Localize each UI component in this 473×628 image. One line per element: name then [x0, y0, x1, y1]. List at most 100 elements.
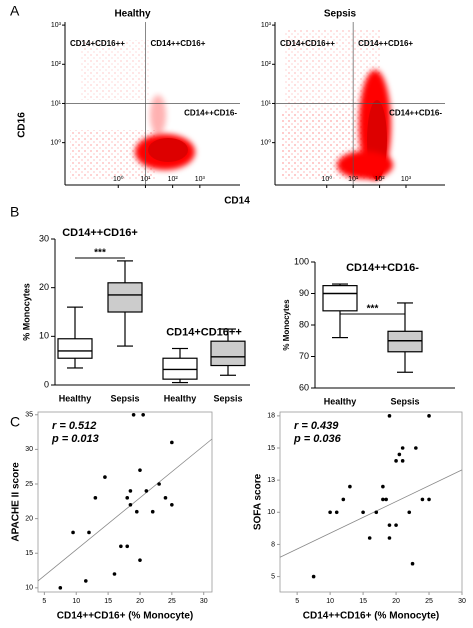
- point: [71, 530, 75, 535]
- statistic: r = 0.512: [52, 420, 96, 432]
- y-tick-label: 35: [25, 412, 33, 419]
- x-tick-label: Healthy: [59, 393, 92, 403]
- y-axis-label: % Monocytes: [21, 283, 31, 341]
- point: [407, 510, 412, 515]
- point: [87, 530, 91, 535]
- group-title: CD14+CD16++: [166, 326, 242, 338]
- y-tick-label: 18: [267, 413, 275, 420]
- point: [138, 468, 142, 472]
- point: [128, 502, 133, 507]
- y-tick-label: 10: [39, 331, 49, 341]
- y-tick-label: 60: [299, 382, 309, 392]
- point: [134, 509, 139, 514]
- group-title: CD14++CD16+: [62, 227, 138, 239]
- y-tick-label: 15: [25, 550, 33, 557]
- box: [162, 357, 198, 380]
- x-tick-label: 20: [392, 598, 400, 605]
- x-tick-label: 25: [168, 598, 176, 605]
- x-tick-label: 25: [425, 598, 433, 605]
- point: [328, 510, 332, 515]
- x-tick-label: 30: [200, 598, 208, 605]
- flow-density-healthy: [70, 40, 195, 180]
- point: [361, 510, 365, 515]
- y-tick-label: 10: [25, 585, 33, 592]
- point: [381, 484, 385, 489]
- group-title: CD14++CD16-: [346, 262, 419, 274]
- y-axis-label: CD16: [17, 112, 28, 138]
- quadrant-label: CD14++CD16+: [358, 39, 413, 48]
- y-axis-label: APACHE II score: [11, 462, 22, 542]
- x-tick-label: 10⁰: [321, 175, 332, 183]
- point: [427, 414, 431, 418]
- quadrant-label: CD14++CD16-: [389, 109, 442, 118]
- point: [125, 544, 130, 549]
- point: [144, 489, 149, 493]
- point: [367, 536, 372, 540]
- x-tick-label: Sepsis: [110, 393, 139, 403]
- significance: ***: [367, 304, 379, 315]
- box: [107, 282, 143, 313]
- plot-frame: [279, 411, 463, 593]
- point: [387, 536, 392, 540]
- x-tick-label: 10³: [195, 176, 206, 183]
- x-tick-label: 10: [72, 598, 80, 605]
- regression-line: [279, 469, 463, 558]
- y-tick-label: 20: [25, 515, 33, 522]
- point: [157, 482, 161, 486]
- point: [387, 523, 392, 527]
- x-tick-label: Healthy: [164, 393, 197, 403]
- y-tick-label: 10²: [261, 61, 272, 68]
- point: [163, 496, 168, 500]
- statistic: p = 0.013: [51, 433, 99, 445]
- y-tick-label: 10³: [51, 22, 62, 29]
- x-axis-label: CD14++CD16+ (% Monocyte): [57, 611, 193, 622]
- x-tick-label: 10: [326, 598, 334, 605]
- y-tick-label: 20: [39, 282, 49, 292]
- point: [93, 496, 98, 500]
- regression-line: [37, 438, 213, 582]
- panel-label: A: [10, 3, 20, 19]
- x-tick-label: 10³: [401, 176, 412, 183]
- x-tick-label: 30: [458, 598, 466, 605]
- y-tick-label: 25: [25, 481, 33, 488]
- y-tick-label: 5: [271, 573, 275, 580]
- statistic: p = 0.036: [293, 433, 342, 445]
- point: [84, 579, 88, 583]
- point: [112, 572, 117, 576]
- point: [394, 459, 398, 463]
- point: [119, 544, 123, 549]
- y-tick-label: 10⁰: [260, 138, 271, 146]
- point: [397, 452, 402, 457]
- x-tick-label: 10⁰: [113, 175, 124, 183]
- x-tick-label: 5: [42, 598, 46, 605]
- point: [381, 497, 385, 502]
- x-tick-label: 15: [104, 598, 112, 605]
- point: [348, 484, 352, 489]
- point: [400, 446, 405, 450]
- point: [125, 496, 130, 500]
- quadrant-label: CD14++CD16-: [184, 109, 237, 118]
- x-tick-label: 10²: [168, 176, 179, 183]
- y-tick-label: 30: [25, 446, 33, 453]
- box: [210, 340, 246, 367]
- y-tick-label: 70: [299, 351, 309, 361]
- y-axis-label: SOFA score: [253, 473, 264, 530]
- point: [150, 509, 155, 514]
- point: [387, 414, 392, 418]
- y-tick-label: 80: [299, 319, 309, 329]
- x-tick-label: 5: [295, 598, 299, 605]
- chart-title: Sepsis: [324, 9, 357, 20]
- point: [58, 586, 63, 590]
- point: [170, 502, 174, 507]
- y-tick-label: 13: [267, 477, 275, 484]
- panel-label: C: [10, 414, 20, 430]
- point: [141, 412, 145, 417]
- significance: ***: [94, 248, 106, 259]
- point: [311, 574, 316, 579]
- point: [414, 446, 418, 450]
- y-tick-label: 10¹: [51, 100, 62, 107]
- y-tick-label: 10²: [51, 61, 62, 68]
- x-tick-label: 20: [136, 598, 144, 605]
- x-tick-label: 15: [359, 598, 367, 605]
